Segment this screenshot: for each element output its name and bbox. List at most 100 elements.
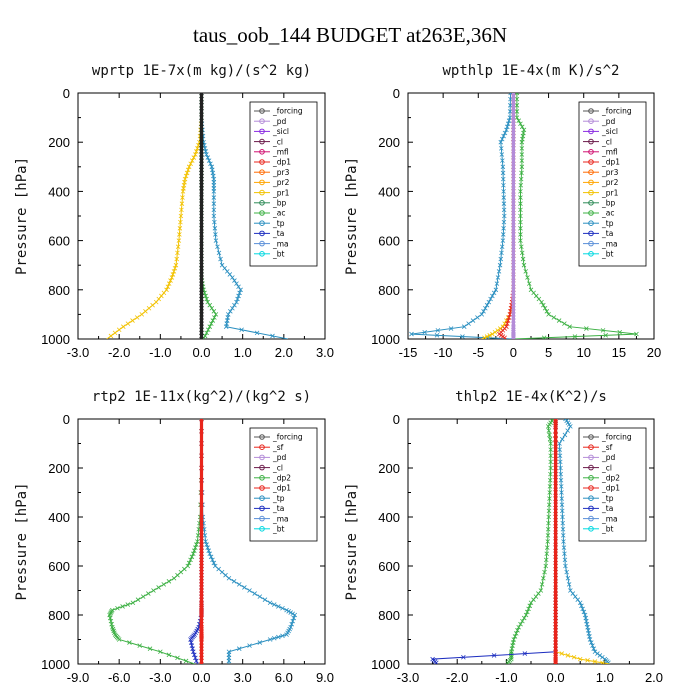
series-point — [137, 643, 143, 648]
series-point — [553, 490, 558, 495]
series-point — [130, 318, 135, 323]
series-point — [280, 633, 285, 639]
series-point — [199, 611, 204, 617]
y-tick-label: 1000 — [371, 657, 400, 672]
series-point — [526, 606, 531, 612]
y-tick-label: 200 — [48, 135, 70, 150]
y-tick-label: 200 — [48, 461, 70, 476]
series-point — [165, 284, 171, 290]
series-point — [202, 333, 208, 339]
series-point — [519, 250, 525, 256]
series-point — [511, 139, 516, 145]
series-point — [511, 334, 516, 339]
series-point — [538, 588, 544, 593]
x-tick-label: -1.0 — [149, 345, 171, 360]
legend-marker — [588, 485, 594, 491]
legend-marker — [259, 118, 265, 124]
series-point — [511, 182, 516, 188]
x-tick-label: 15 — [612, 345, 626, 360]
series-point — [547, 436, 553, 442]
series-point — [276, 604, 281, 609]
series-point — [577, 656, 583, 662]
series-point — [211, 195, 217, 200]
series-point — [546, 312, 551, 317]
series-point — [213, 232, 218, 237]
series-point — [286, 609, 291, 614]
series-point — [292, 612, 298, 618]
series-point — [199, 477, 204, 483]
legend-label: _pd — [601, 117, 616, 126]
panel-title: rtp2 1E-11x(kg^2)/(kg^2 s) — [92, 389, 311, 405]
series-point — [146, 591, 151, 596]
x-tick-label: 0.0 — [192, 345, 210, 360]
legend-label: _forcing — [272, 107, 303, 116]
series-point — [559, 490, 564, 495]
series-point — [553, 424, 558, 429]
series-point — [523, 612, 529, 618]
series-point — [562, 432, 568, 438]
series-point — [559, 651, 565, 656]
series-point — [211, 201, 217, 206]
legend-marker — [588, 138, 594, 145]
legend-label: _ta — [601, 504, 613, 513]
series-point — [501, 195, 507, 200]
series-point — [252, 591, 257, 596]
series-point — [511, 158, 516, 163]
series-point — [199, 133, 204, 139]
series-point — [498, 139, 504, 145]
series-point — [558, 471, 564, 477]
y-axis-label: Pressure [hPa] — [14, 157, 30, 275]
series-point — [592, 649, 598, 655]
y-tick-label: 600 — [48, 559, 70, 574]
series-group — [106, 93, 288, 339]
series-point — [509, 649, 514, 655]
x-tick-label: 1.0 — [234, 345, 252, 360]
series-point — [553, 496, 558, 501]
series-point — [205, 545, 210, 550]
series-point — [195, 533, 201, 538]
series-point — [484, 334, 490, 339]
series-point — [242, 585, 247, 590]
series-point — [199, 520, 204, 526]
series-point — [498, 256, 504, 262]
plot-panel-wprtp: wprtp 1E-7x(m kg)/(s^2 kg) Pressure [hPa]… — [14, 63, 334, 360]
y-axis-label: Pressure [hPa] — [344, 482, 360, 600]
y-tick-label: 1000 — [371, 332, 400, 347]
legend-marker — [588, 230, 594, 237]
series-point — [502, 130, 508, 136]
series-point — [183, 173, 189, 179]
series-point — [531, 597, 536, 602]
x-tick-label: 5 — [545, 345, 552, 360]
series-point — [199, 526, 204, 532]
series-point — [267, 600, 273, 606]
series-point — [603, 333, 608, 338]
series-point — [557, 453, 563, 459]
series-point — [553, 453, 558, 459]
series-point — [559, 496, 565, 501]
figure-title: taus_oob_144 BUDGET at263E,36N — [193, 23, 507, 47]
legend-label: _pr1 — [601, 188, 619, 197]
series-point — [514, 93, 520, 96]
series-point — [511, 219, 516, 225]
series-point — [547, 484, 553, 489]
x-tick-label: -9.0 — [67, 670, 89, 685]
series-point — [518, 176, 524, 182]
series-point — [150, 302, 155, 308]
legend-label: _ma — [601, 514, 618, 523]
series-point — [595, 651, 600, 656]
series-point — [541, 575, 546, 581]
series-point — [518, 213, 523, 219]
series-point — [511, 152, 516, 157]
legend-label: _pr1 — [272, 188, 290, 197]
series-point — [199, 419, 204, 422]
series-point — [553, 660, 558, 664]
series-point — [545, 539, 551, 544]
legend-label: _dp1 — [601, 484, 620, 493]
series-point — [511, 256, 516, 262]
series-point — [288, 610, 293, 615]
series-point — [176, 238, 182, 243]
series-point — [541, 302, 546, 308]
legend-marker — [588, 159, 594, 165]
legend-marker — [259, 444, 265, 451]
